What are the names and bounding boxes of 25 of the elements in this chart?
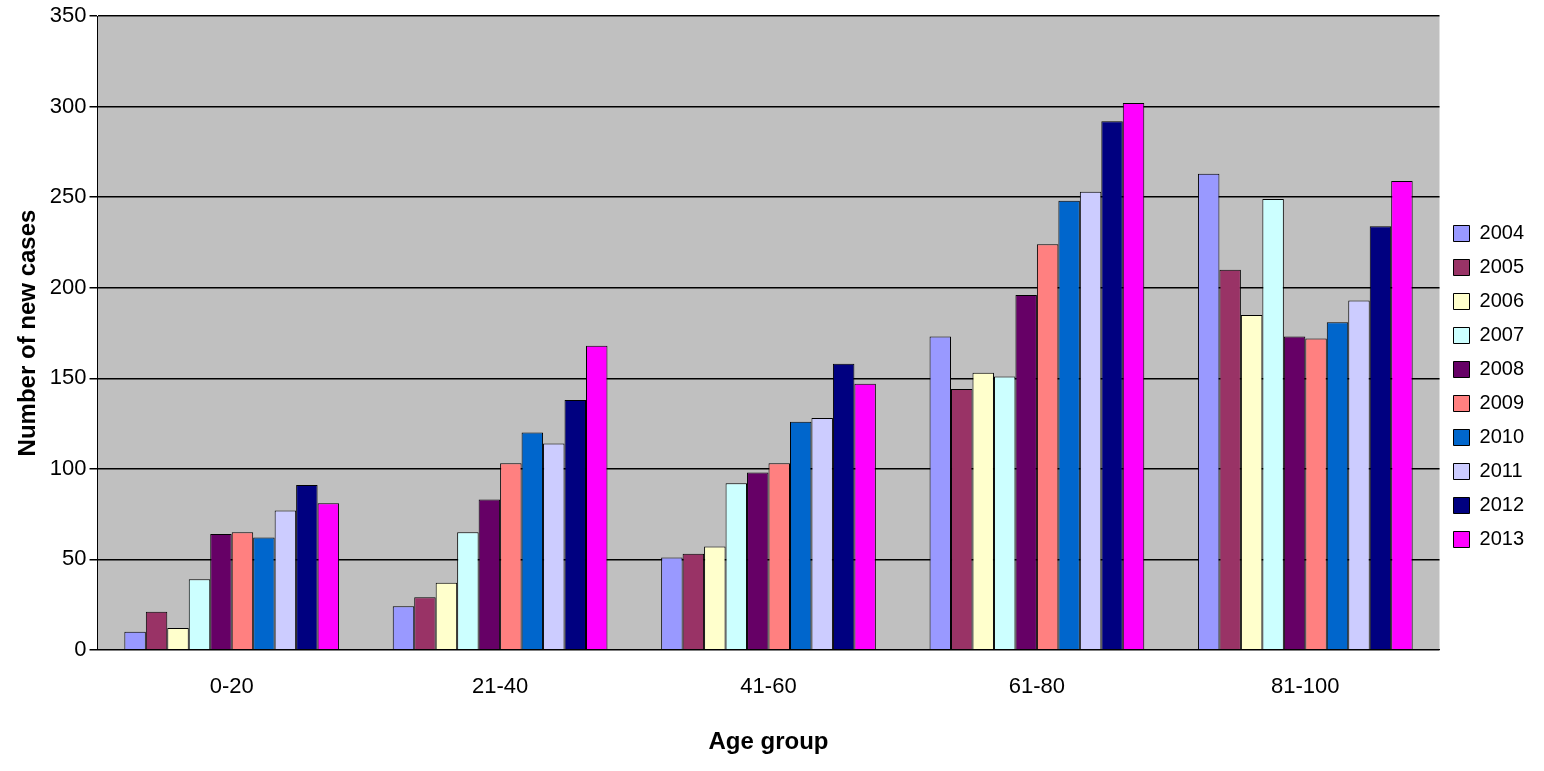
legend-label: 2012 xyxy=(1479,493,1525,516)
y-tick-label: 350 xyxy=(49,2,87,28)
y-axis-title: Number of new cases xyxy=(13,209,41,457)
y-tick-label: 100 xyxy=(49,454,87,480)
legend-label: 2007 xyxy=(1479,323,1525,346)
legend-label: 2008 xyxy=(1479,357,1525,380)
x-axis-title: Age group xyxy=(708,727,829,755)
x-tick-label: 61-80 xyxy=(1008,673,1066,699)
y-tick-label: 300 xyxy=(49,92,87,118)
legend-label: 2004 xyxy=(1479,221,1525,244)
y-tick-label: 50 xyxy=(62,545,87,571)
legend-label: 2009 xyxy=(1479,391,1525,414)
x-tick-label: 0-20 xyxy=(209,673,254,699)
x-tick-label: 21-40 xyxy=(471,673,529,699)
y-tick-label: 150 xyxy=(49,364,87,390)
legend-label: 2011 xyxy=(1479,459,1523,482)
legend-label: 2010 xyxy=(1479,425,1525,448)
legend-label: 2005 xyxy=(1479,255,1525,278)
x-tick-label: 41-60 xyxy=(740,673,797,699)
y-tick-label: 250 xyxy=(49,183,87,209)
legend-label: 2006 xyxy=(1479,289,1525,312)
y-tick-label: 200 xyxy=(49,273,87,299)
x-tick-label: 81-100 xyxy=(1271,673,1340,699)
y-tick-label: 0 xyxy=(74,635,87,661)
legend-label: 2013 xyxy=(1479,527,1525,550)
